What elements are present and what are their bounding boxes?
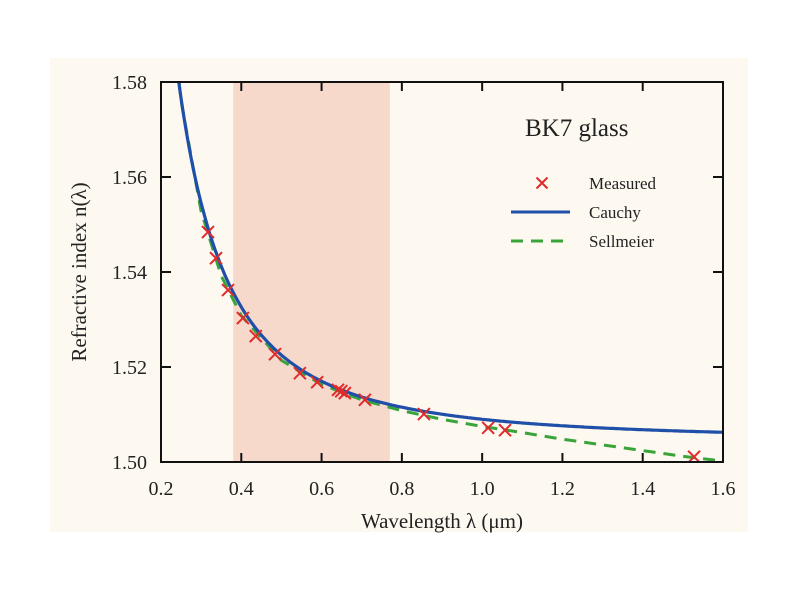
- visible-spectrum-band: [233, 82, 390, 462]
- y-tick-label: 1.54: [112, 262, 147, 284]
- x-tick-label: 1.6: [711, 478, 736, 500]
- measured-point: [310, 375, 324, 389]
- measured-point: [268, 347, 282, 361]
- legend-measured-marker: [535, 176, 549, 190]
- measured-point: [331, 383, 345, 397]
- x-tick-label: 0.6: [309, 478, 334, 500]
- y-tick-label: 1.56: [112, 167, 147, 189]
- y-axis-label: Refractive index n(λ): [67, 182, 91, 361]
- legend-measured-label: Measured: [589, 174, 657, 193]
- measured-point: [338, 386, 352, 400]
- cauchy-line: [177, 82, 723, 434]
- x-tick-label: 1.2: [550, 478, 575, 500]
- x-tick-label: 0.2: [149, 478, 174, 500]
- figure-background: [50, 58, 748, 532]
- measured-point: [236, 311, 250, 325]
- measured-point: [481, 421, 495, 435]
- plot-frame: [160, 81, 724, 463]
- x-axis-label: Wavelength λ (μm): [361, 509, 523, 533]
- legend-cauchy-label: Cauchy: [589, 203, 641, 222]
- y-tick-label: 1.50: [112, 452, 147, 474]
- measured-point: [249, 329, 263, 343]
- x-tick-label: 0.8: [389, 478, 414, 500]
- chart-title: BK7 glass: [525, 115, 628, 142]
- measured-point: [201, 225, 215, 239]
- measured-point: [498, 423, 512, 437]
- x-tick-label: 1.4: [630, 478, 655, 500]
- measured-point: [221, 283, 235, 297]
- measured-point: [209, 251, 223, 265]
- measured-point: [334, 384, 348, 398]
- y-tick-label: 1.58: [112, 72, 147, 94]
- measured-point: [293, 366, 307, 380]
- legend: Measured Cauchy Sellmeier: [511, 174, 657, 251]
- legend-sellmeier-label: Sellmeier: [589, 232, 654, 251]
- measured-point: [687, 450, 701, 462]
- measured-x-icon: [535, 176, 549, 190]
- measured-point: [417, 407, 431, 421]
- measured-point: [358, 393, 372, 407]
- y-tick-label: 1.52: [112, 357, 147, 379]
- x-tick-label: 1.0: [470, 478, 495, 500]
- x-tick-label: 0.4: [229, 478, 254, 500]
